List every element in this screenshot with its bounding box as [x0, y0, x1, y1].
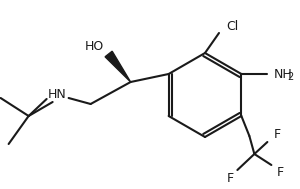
Text: HO: HO: [85, 40, 104, 53]
Text: F: F: [227, 173, 234, 185]
Text: F: F: [274, 129, 281, 142]
Text: Cl: Cl: [226, 19, 238, 33]
Text: NH: NH: [273, 67, 292, 81]
Text: 2: 2: [287, 72, 294, 82]
Text: F: F: [277, 166, 284, 178]
Polygon shape: [105, 51, 130, 82]
Text: HN: HN: [47, 88, 66, 101]
